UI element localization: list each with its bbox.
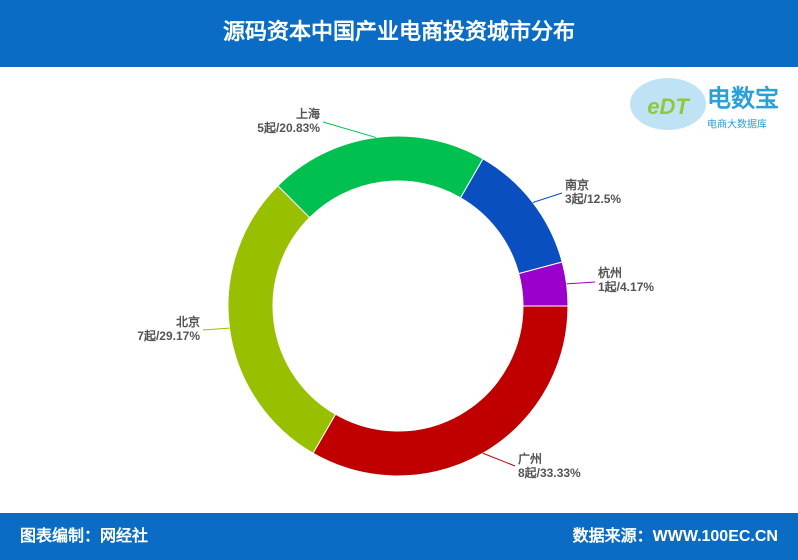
slice-label: 南京 [565, 177, 589, 192]
footer-bar [0, 513, 798, 560]
logo-subtitle: 电商大数据库 [707, 118, 767, 131]
value-label: 3起/12.5% [565, 191, 621, 206]
slice-label: 上海 [296, 106, 320, 121]
logo-name: 电数宝 [707, 84, 779, 112]
logo: eDT 电数宝 电商大数据库 [630, 78, 779, 131]
leader-line [482, 452, 516, 467]
header-bar [0, 0, 798, 67]
value-label: 7起/29.17% [137, 328, 200, 343]
leader-line [322, 121, 376, 138]
chart-title: 源码资本中国产业电商投资城市分布 [223, 19, 575, 44]
leader-line [566, 281, 596, 285]
slice-label: 北京 [176, 314, 200, 329]
logo-cloud [630, 78, 706, 130]
footer-right: 数据来源：WWW.100EC.CN [573, 526, 778, 545]
footer-left: 图表编制：网经社 [20, 526, 148, 545]
leader-line [532, 192, 563, 203]
logo-mark: eDT [647, 94, 690, 119]
value-label: 1起/4.17% [598, 279, 654, 294]
slice-label: 杭州 [598, 265, 622, 280]
value-label: 8起/33.33% [518, 465, 581, 480]
donut-segment [277, 135, 484, 219]
value-label: 5起/20.83% [257, 120, 320, 135]
slice-label: 广州 [518, 451, 542, 466]
leader-line [202, 327, 230, 331]
